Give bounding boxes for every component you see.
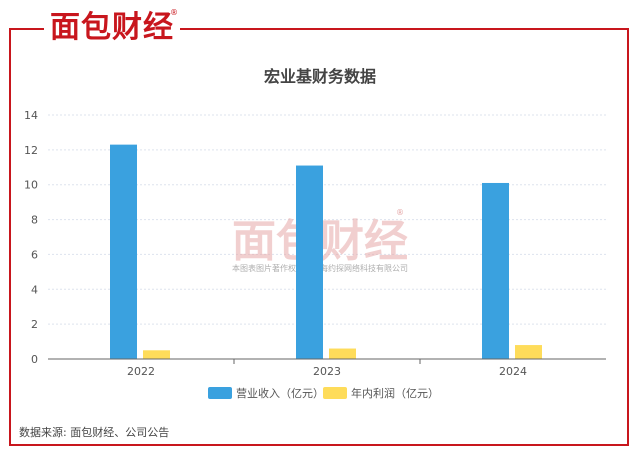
y-tick-label: 4 [31,283,38,296]
legend-label: 营业收入（亿元） [236,386,324,400]
x-tick-label: 2022 [127,365,155,378]
x-tick-label: 2023 [313,365,341,378]
chart-title: 宏业基财务数据 [263,67,376,86]
y-tick-label: 8 [31,214,38,227]
bars [110,144,542,359]
legend: 营业收入（亿元） 年内利润（亿元） [208,386,439,400]
registered-mark-icon: ® [170,8,178,17]
legend-swatch [208,387,232,399]
legend-swatch [323,387,347,399]
x-axis-ticks: 2022 2023 2024 [127,359,527,378]
y-axis-ticks: 0 2 4 6 8 10 12 14 [24,109,38,366]
y-tick-label: 2 [31,318,38,331]
brand-logo-text: 面包财经 [50,10,174,45]
bar-profit-2022 [143,350,170,359]
brand-logo: 面包财经 ® [44,8,180,48]
grid-lines [48,114,606,325]
x-tick-label: 2024 [499,365,527,378]
data-source-note: 数据来源: 面包财经、公司公告 [19,426,170,439]
bar-profit-2024 [515,345,542,359]
chart-frame [9,28,629,446]
bar-revenue-2023 [296,165,323,359]
y-tick-label: 14 [24,109,38,122]
bar-profit-2023 [329,348,356,359]
y-tick-label: 6 [31,248,38,261]
y-tick-label: 10 [24,179,38,192]
legend-label: 年内利润（亿元） [351,386,439,400]
watermark-registered-icon: ® [396,208,404,217]
bar-revenue-2024 [482,182,509,359]
y-tick-label: 0 [31,353,38,366]
bar-revenue-2022 [110,144,137,359]
y-tick-label: 12 [24,144,38,157]
